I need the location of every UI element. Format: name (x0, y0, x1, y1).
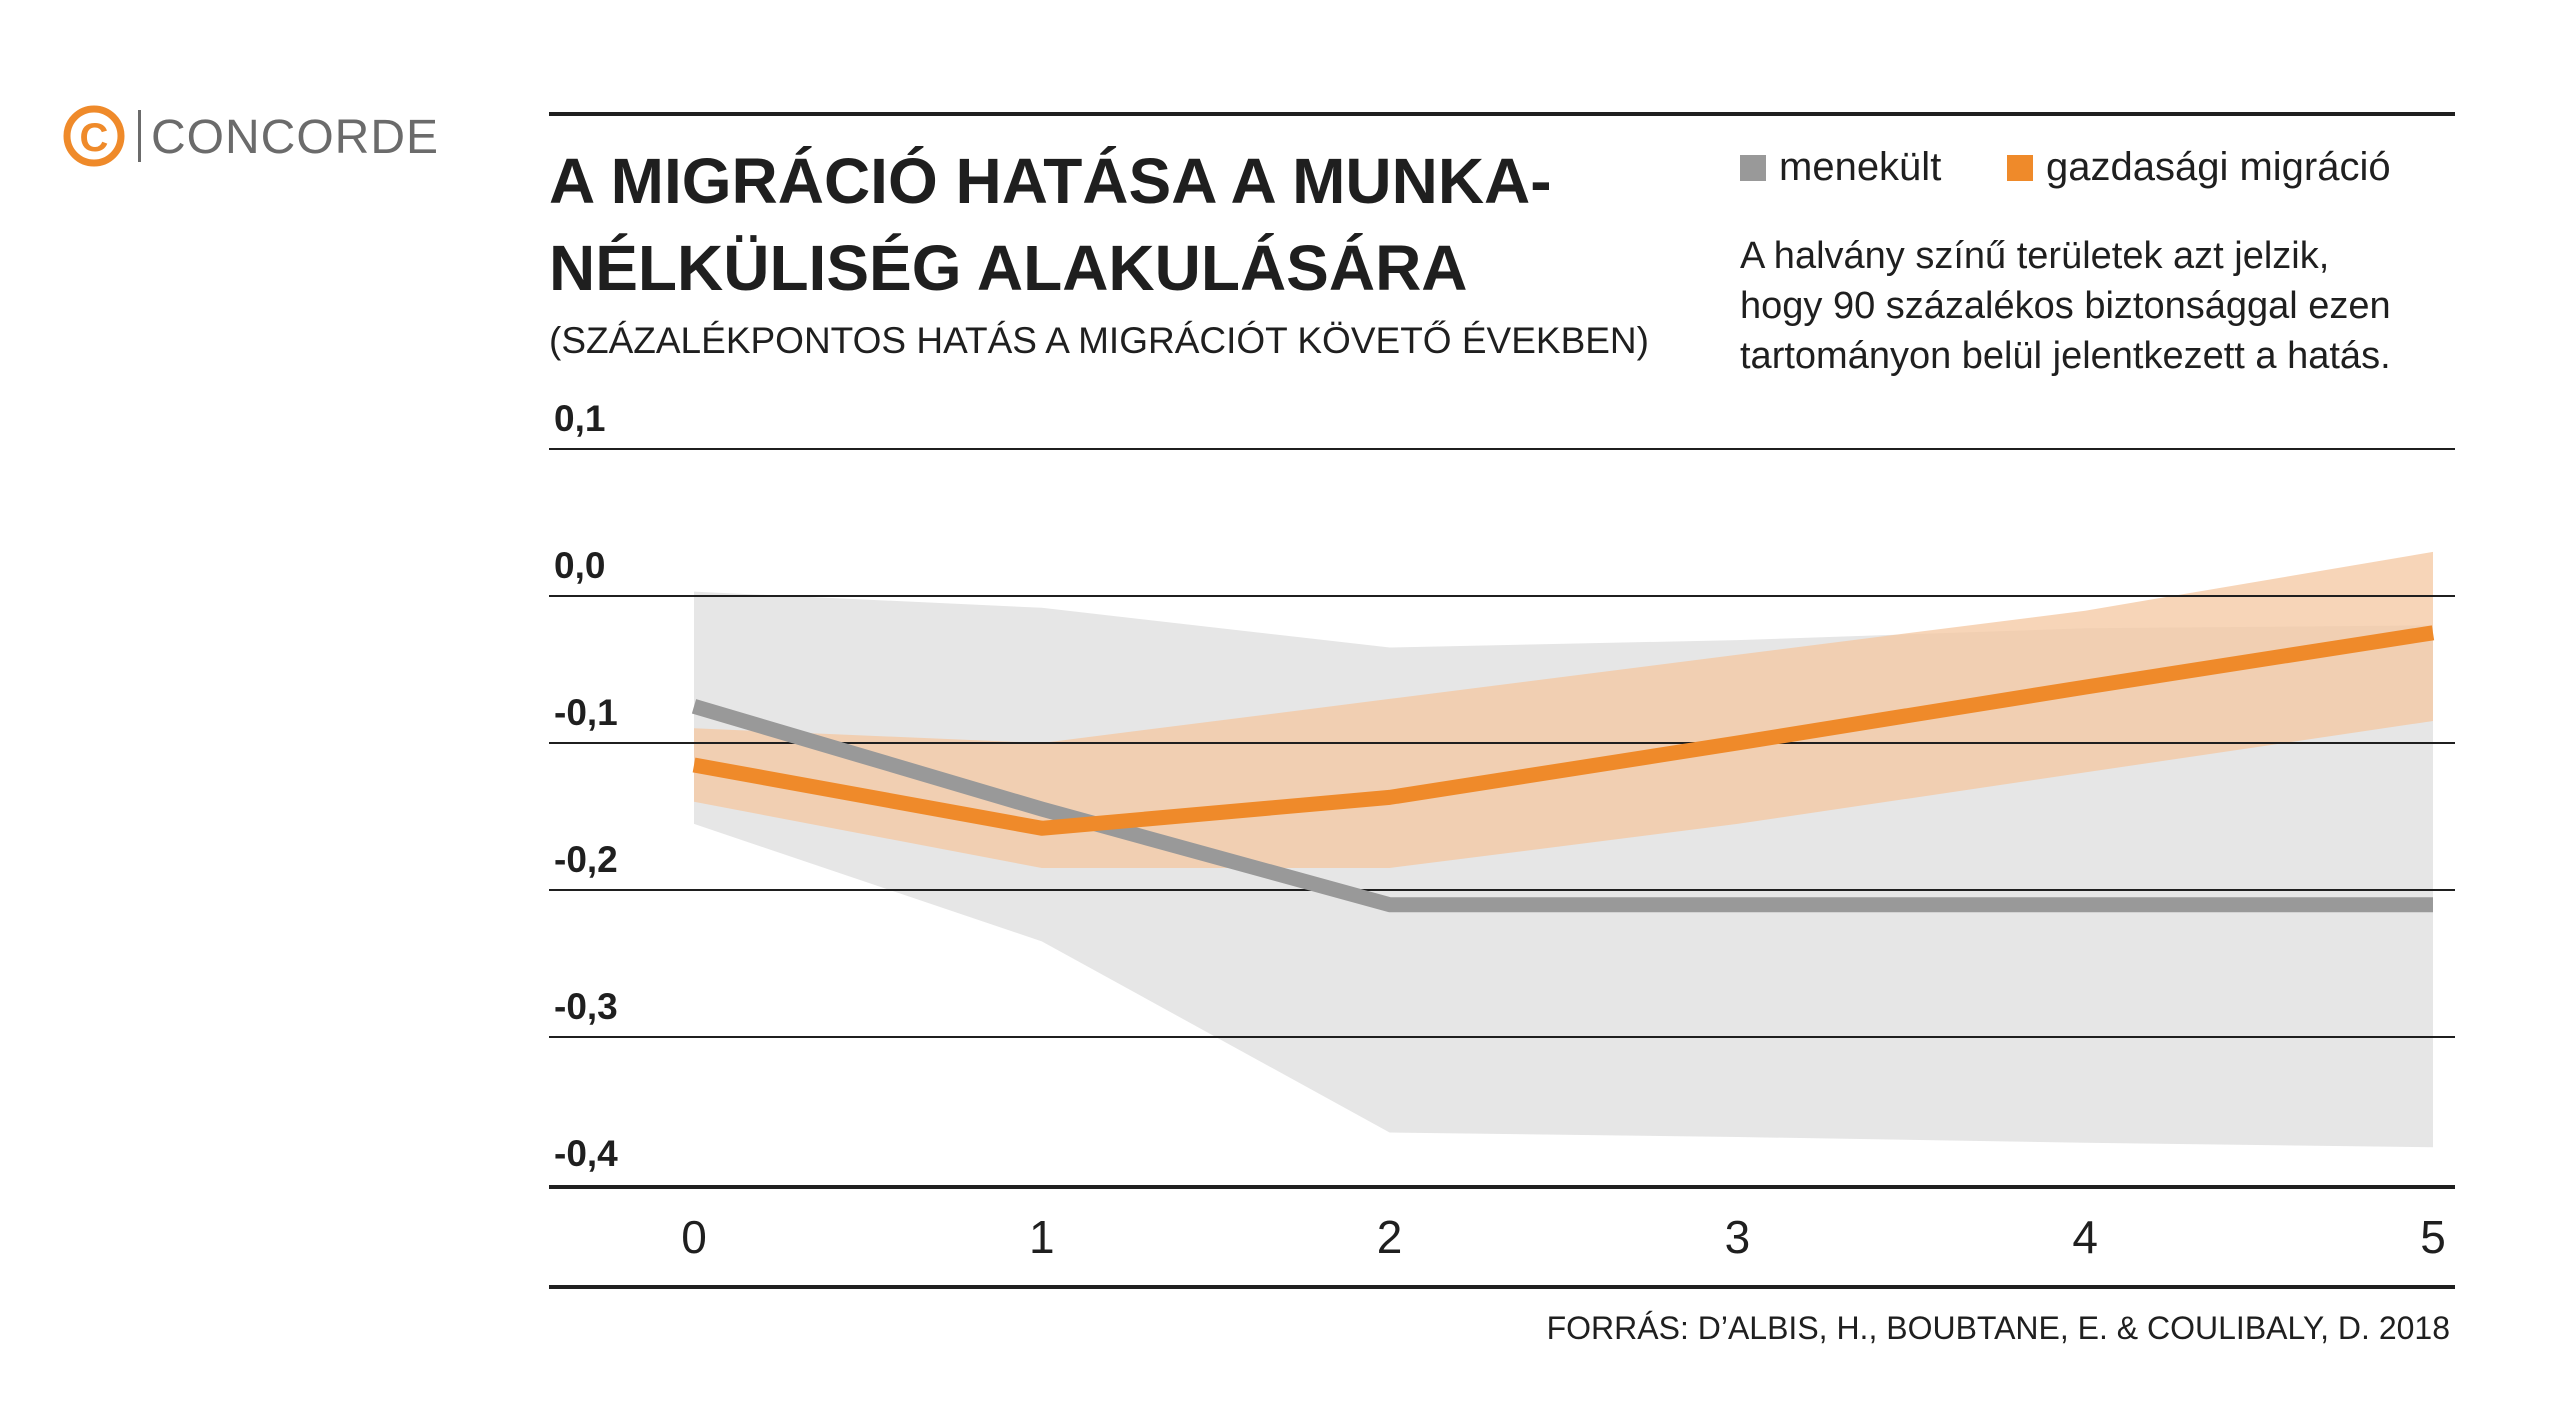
note-line-2: hogy 90 százalékos biztonsággal ezen (1740, 285, 2391, 327)
copyright-c-icon (63, 105, 125, 167)
note-line-3: tartományon belül jelentkezett a hatás. (1740, 335, 2391, 377)
y-axis-tick-labels: 0,1 0,0 -0,1 -0,2 -0,3 -0,4 (554, 398, 618, 1174)
x-tick-label-2: 2 (1377, 1211, 1403, 1263)
series-line-0 (691, 699, 2433, 913)
chart-title-line-1: A MIGRÁCIÓ HATÁSA A MUNKA- (549, 145, 1552, 217)
x-tick-label-1: 1 (1029, 1211, 1055, 1263)
series-line-1 (692, 625, 2435, 836)
legend: menekült gazdasági migráció (1740, 145, 2391, 189)
bottom-rule (549, 1285, 2455, 1289)
top-rule (549, 112, 2455, 116)
source-note: FORRÁS: D’ALBIS, H., BOUBTANE, E. & COUL… (1547, 1310, 2450, 1346)
y-tick-label-4: -0,3 (554, 986, 618, 1027)
note-line-1: A halvány színű területek azt jelzik, (1740, 235, 2329, 277)
chart-subtitle: (SZÁZALÉKPONTOS HATÁS A MIGRÁCIÓT KÖVETŐ… (549, 320, 1649, 361)
chart-title-line-2: NÉLKÜLISÉG ALAKULÁSÁRA (549, 232, 1468, 304)
confidence-bands (694, 551, 2433, 1148)
x-tick-label-0: 0 (681, 1211, 707, 1263)
legend-swatch-gazdasagi (2007, 155, 2033, 181)
legend-label-gazdasagi: gazdasági migráció (2046, 145, 2391, 189)
concorde-logo: C CONCORDE (63, 105, 439, 167)
y-tick-label-1: 0,0 (554, 545, 605, 586)
logo-text: CONCORDE (151, 111, 439, 164)
x-axis-rule (549, 1185, 2455, 1189)
x-tick-label-3: 3 (1725, 1211, 1751, 1263)
y-tick-label-2: -0,1 (554, 692, 618, 733)
y-tick-label-5: -0,4 (554, 1133, 618, 1174)
x-axis-tick-labels: 0 1 2 3 4 5 (681, 1211, 2446, 1263)
series-lines (691, 625, 2435, 913)
y-tick-label-0: 0,1 (554, 398, 605, 439)
x-tick-label-4: 4 (2072, 1211, 2098, 1263)
legend-label-menekult: menekült (1779, 145, 1941, 189)
gridlines (549, 448, 2455, 1038)
y-tick-label-3: -0,2 (554, 839, 618, 880)
x-tick-label-5: 5 (2420, 1211, 2446, 1263)
legend-swatch-menekult (1740, 155, 1766, 181)
confidence-band-1 (694, 551, 2433, 868)
logo-divider (138, 110, 141, 162)
logo-c-letter: C (80, 116, 109, 160)
